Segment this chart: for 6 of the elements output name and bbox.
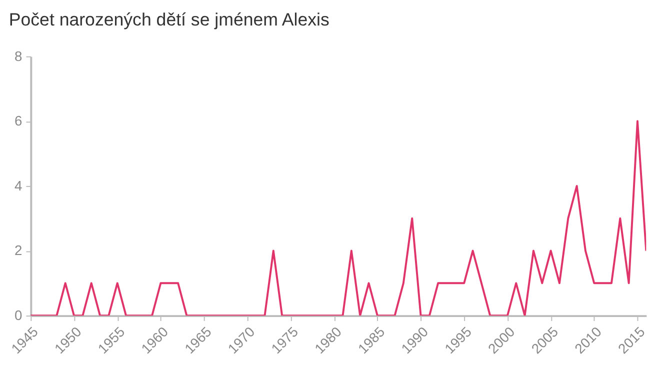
y-tick-label: 2 [14,242,22,258]
y-tick-label: 4 [14,177,23,194]
y-tick-label: 0 [14,307,23,324]
chart-title: Počet narozených dětí se jménem Alexis [8,10,330,30]
y-tick-label: 8 [14,48,23,64]
y-tick-label: 6 [14,112,23,129]
